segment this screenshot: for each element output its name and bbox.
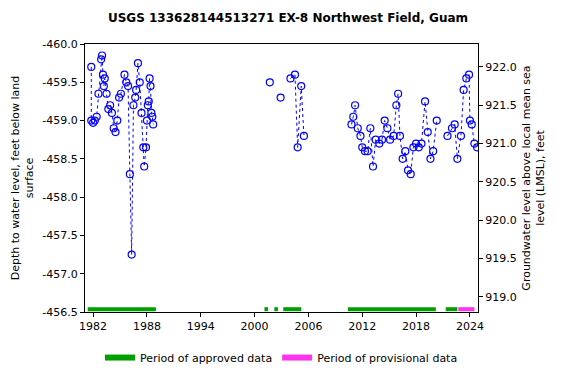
svg-text:-460.0: -460.0 <box>42 38 77 51</box>
svg-text:920.5: 920.5 <box>485 176 517 189</box>
svg-text:921.0: 921.0 <box>485 137 517 150</box>
svg-text:-459.0: -459.0 <box>42 114 77 127</box>
svg-text:-456.5: -456.5 <box>42 306 77 319</box>
svg-text:Period of provisional data: Period of provisional data <box>317 352 457 365</box>
svg-text:-458.0: -458.0 <box>42 191 77 204</box>
svg-text:921.5: 921.5 <box>485 99 517 112</box>
svg-text:-457.0: -457.0 <box>42 268 77 281</box>
svg-text:2018: 2018 <box>402 320 430 333</box>
svg-text:1994: 1994 <box>187 320 215 333</box>
svg-text:2024: 2024 <box>456 320 484 333</box>
svg-text:919.0: 919.0 <box>485 291 517 304</box>
svg-text:1988: 1988 <box>133 320 161 333</box>
svg-text:920.0: 920.0 <box>485 214 517 227</box>
svg-text:919.5: 919.5 <box>485 252 517 265</box>
svg-text:Period of approved data: Period of approved data <box>140 352 272 365</box>
svg-text:Groundwater level above local: Groundwater level above local mean seale… <box>520 65 547 290</box>
svg-text:922.0: 922.0 <box>485 61 517 74</box>
svg-text:-459.5: -459.5 <box>42 76 77 89</box>
svg-text:1982: 1982 <box>79 320 107 333</box>
svg-text:-458.5: -458.5 <box>42 153 77 166</box>
svg-text:-457.5: -457.5 <box>42 229 77 242</box>
svg-text:2006: 2006 <box>294 320 322 333</box>
svg-text:2000: 2000 <box>241 320 269 333</box>
svg-text:2012: 2012 <box>348 320 376 333</box>
svg-text:Depth to water level, feet bel: Depth to water level, feet below landsur… <box>9 76 36 281</box>
svg-text:USGS 133628144513271 EX-8 Nort: USGS 133628144513271 EX-8 Northwest Fiel… <box>108 11 468 25</box>
